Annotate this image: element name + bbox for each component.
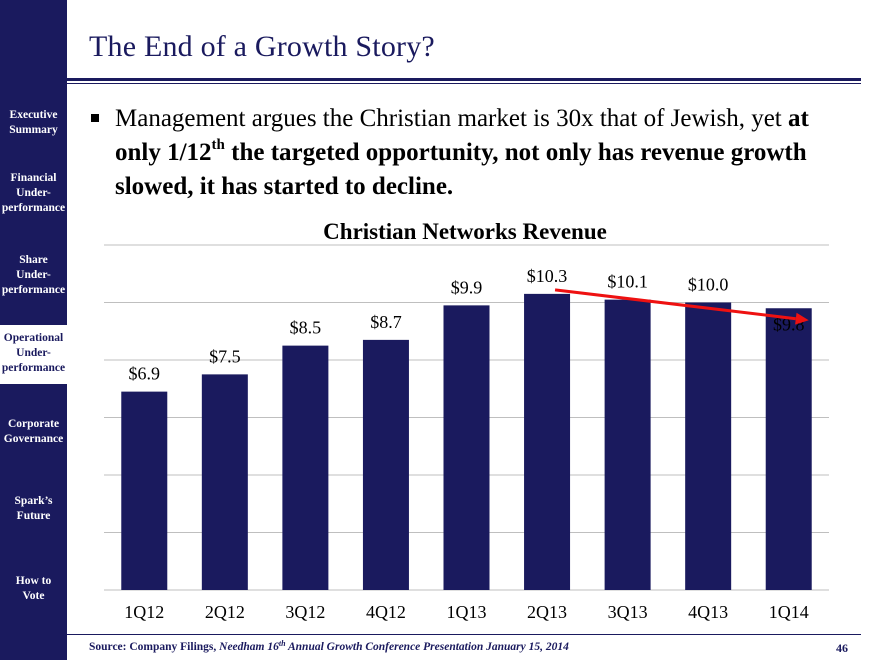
- sidebar-item-line: performance: [1, 362, 66, 374]
- sidebar-item-line: Under-: [16, 269, 51, 281]
- x-tick-label: 4Q13: [688, 602, 728, 622]
- title-divider-thin: [67, 83, 861, 84]
- bar-3q12: [282, 345, 329, 590]
- sidebar-item-line: Spark’s: [14, 495, 53, 507]
- bullet-text-regular: Management argues the Christian market i…: [115, 105, 788, 132]
- bar-4q13: [685, 302, 732, 590]
- bar-value-label: $10.0: [688, 275, 729, 295]
- bullet-text-bold-b: the targeted opportunity, not only has r…: [115, 139, 807, 200]
- chart-title: Christian Networks Revenue: [323, 219, 607, 244]
- sidebar-item-line: Vote: [22, 590, 45, 602]
- sidebar-item-operational-underperformance[interactable]: Operational Under-performance: [0, 325, 67, 384]
- sidebar-item-executive-summary[interactable]: Executive Summary: [0, 108, 67, 138]
- sidebar-item-line: Financial: [10, 172, 57, 184]
- sidebar-item-line: Executive: [9, 109, 58, 121]
- source-italic-a: Needham 16: [219, 641, 279, 653]
- bar-4q12: [362, 339, 409, 590]
- source-superscript: th: [278, 639, 286, 648]
- sidebar-item-sparks-future[interactable]: Spark’s Future: [0, 494, 67, 524]
- bar-1q13: [443, 305, 490, 590]
- bar-value-label: $10.3: [527, 266, 568, 286]
- sidebar-item-line: performance: [1, 284, 66, 296]
- sidebar-item-financial-underperformance[interactable]: Financial Under-performance: [0, 171, 67, 216]
- source-note: Source: Company Filings, Needham 16th An…: [89, 639, 569, 654]
- sidebar-item-line: How to: [15, 575, 52, 587]
- source-prefix: Source: Company Filings,: [89, 641, 220, 653]
- sidebar-item-line: Corporate: [7, 418, 60, 430]
- bar-value-label: $8.5: [290, 318, 322, 338]
- sidebar-item-how-to-vote[interactable]: How to Vote: [0, 574, 67, 604]
- bar-value-label: $9.9: [451, 277, 483, 297]
- title-divider: [67, 78, 861, 81]
- sidebar-item-line: Share: [19, 254, 48, 266]
- sidebar-item-corporate-governance[interactable]: Corporate Governance: [0, 417, 67, 447]
- page-number: 46: [836, 641, 848, 655]
- bar-value-label: $6.9: [129, 364, 161, 384]
- x-tick-label: 2Q12: [205, 602, 245, 622]
- trend-arrow-line: [554, 288, 796, 321]
- x-tick-label: 1Q13: [447, 602, 487, 622]
- bullet-square-icon: [91, 114, 99, 122]
- x-tick-label: 1Q12: [124, 602, 164, 622]
- sidebar-item-share-underperformance[interactable]: Share Under-performance: [0, 253, 67, 298]
- bar-2q13: [524, 293, 571, 590]
- bar-value-label: $10.1: [607, 272, 648, 292]
- sidebar-item-line: Under-: [16, 347, 51, 359]
- sidebar-item-line: Operational: [3, 332, 64, 344]
- bar-1q12: [121, 391, 168, 590]
- x-tick-label: 3Q12: [285, 602, 325, 622]
- bullet-text: Management argues the Christian market i…: [115, 102, 860, 204]
- sidebar-item-line: Summary: [9, 124, 58, 136]
- bar-2q12: [201, 374, 248, 590]
- sidebar-item-line: Future: [16, 510, 51, 522]
- sidebar-item-line: Governance: [3, 433, 64, 445]
- bullet-text-superscript: th: [211, 137, 225, 153]
- x-tick-label: 2Q13: [527, 602, 567, 622]
- sidebar-nav: Executive Summary Financial Under-performan…: [0, 0, 67, 660]
- x-tick-label: 4Q12: [366, 602, 406, 622]
- trend-arrow-head-icon: [795, 312, 809, 325]
- page-title: The End of a Growth Story?: [89, 30, 435, 63]
- bar-value-label: $7.5: [209, 346, 241, 366]
- sidebar-item-line: Under-: [16, 187, 51, 199]
- bullet-text-bold-a: at only 1/12: [115, 105, 809, 166]
- bar-1q14: [765, 308, 812, 590]
- sidebar-item-line: performance: [1, 202, 66, 214]
- revenue-bar-chart: Christian Networks Revenue $6.9 $7.5 $8.5 $…: [104, 219, 829, 622]
- bar-value-label: $8.7: [370, 312, 402, 332]
- x-tick-label: 1Q14: [769, 602, 809, 622]
- bar-3q13: [604, 299, 651, 590]
- x-tick-label: 3Q13: [608, 602, 648, 622]
- source-italic-b: Annual Growth Conference Presentation Ja…: [285, 641, 569, 653]
- footer-divider: [67, 634, 861, 635]
